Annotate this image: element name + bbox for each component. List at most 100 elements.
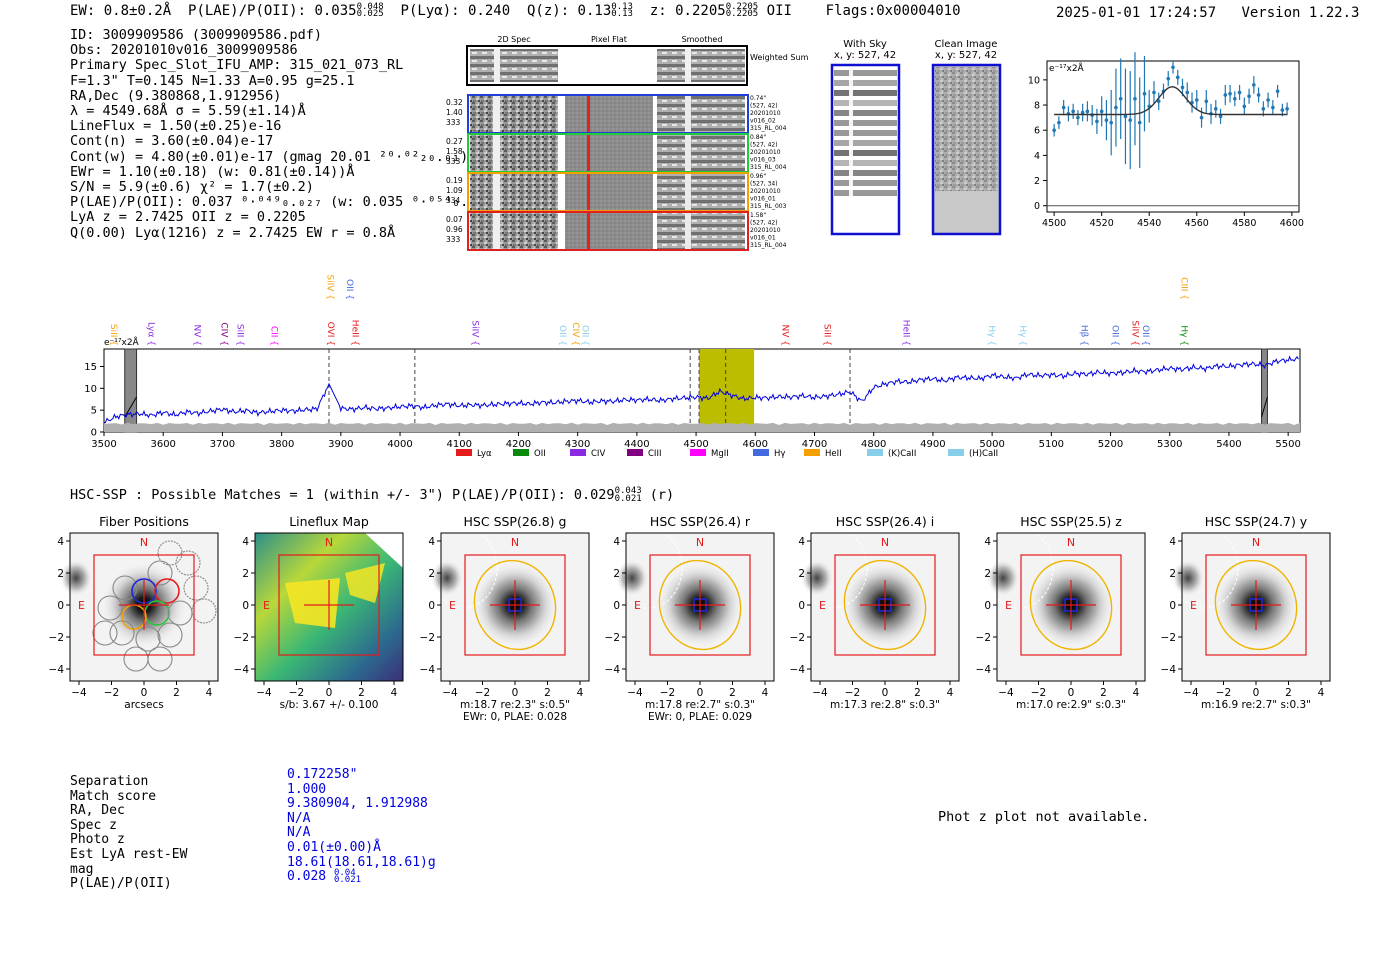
sky-stripe-gap xyxy=(849,80,853,86)
fit-marker xyxy=(1076,115,1080,120)
fit-point xyxy=(1280,103,1285,117)
panel-title: HSC SSP(25.5) z xyxy=(1020,514,1122,529)
panel-ytick-label: 0 xyxy=(613,600,620,612)
lineflux-blob xyxy=(345,563,385,603)
fit-marker xyxy=(1285,107,1289,111)
spec-xtick-label: 3600 xyxy=(150,439,175,450)
legend-item: (K)CaII xyxy=(867,449,916,459)
fit-marker xyxy=(1237,90,1242,95)
image-panel: Fiber Positions N E −4 4 −2 2 0 0 2 −2 4 −4 arcsecs xyxy=(49,514,219,711)
line-mark: SiII { xyxy=(108,324,118,346)
spec-xtick-label: 4200 xyxy=(506,439,531,450)
weighted-sum-label: Weighted Sum xyxy=(750,53,809,62)
header-plae-range: 0.048 0.025 xyxy=(356,2,384,19)
panel-ytick-label: −2 xyxy=(49,632,64,644)
north-label: N xyxy=(511,536,519,549)
row-note: (527, 42) xyxy=(750,142,778,149)
fit-point xyxy=(1199,107,1204,128)
fit-point xyxy=(1266,92,1270,108)
panel-xtick-label: 2 xyxy=(729,687,736,699)
header-timestamp: 2025-01-01 17:24:57 xyxy=(1056,5,1217,21)
row-note: 20201010 xyxy=(750,227,781,234)
neighbor-ellipse xyxy=(1169,527,1239,609)
match-label-specz: Spec z xyxy=(70,817,117,833)
fiber-circle xyxy=(167,600,193,626)
sky-stripe-gap xyxy=(849,150,853,156)
legend-item: (H)CaII xyxy=(948,449,998,459)
match-value-ew: 0.01(±0.00)Å xyxy=(287,839,381,855)
fit-marker xyxy=(1052,128,1056,133)
spec-xtick-label: 5000 xyxy=(979,439,1004,450)
spec-xtick-label: 4000 xyxy=(387,439,412,450)
neighbor-source xyxy=(987,560,1019,596)
info-lya-oii-z: LyA z = 2.7425 OII z = 0.2205 xyxy=(70,209,306,226)
spec-background xyxy=(124,348,1268,433)
fit-point xyxy=(1256,87,1261,103)
panel-xtick-label: 0 xyxy=(697,687,704,699)
fit-point xyxy=(1133,52,1137,146)
line-mark-label: Hγ { xyxy=(986,325,996,346)
info-cont-n: Cont(n) = 3.60(±0.04)e-17 xyxy=(70,133,274,150)
panel-caption: m:17.3 re:2.8" s:0.3" xyxy=(830,699,940,711)
neighbor-ellipse xyxy=(798,527,868,609)
fit-point xyxy=(1071,103,1075,119)
fit-marker xyxy=(1194,98,1199,102)
match-labels: Separation Match score RA, Dec Spec z Ph… xyxy=(70,774,187,892)
panel-caption: m:16.9 re:2.7" s:0.3" xyxy=(1201,699,1311,711)
fit-marker xyxy=(1261,107,1266,111)
north-label: N xyxy=(1067,536,1075,549)
fit-point xyxy=(1161,83,1166,99)
line-mark-label: SiIV { xyxy=(1129,320,1139,346)
target-ellipse xyxy=(1214,559,1298,651)
fit-marker xyxy=(1199,115,1204,120)
hsc-heading: HSC-SSP : Possible Matches = 1 (within +… xyxy=(70,487,674,504)
spec-axes-frame xyxy=(103,348,1301,433)
clean-image-noise xyxy=(935,67,998,191)
header-flags: Flags:0x00004010 xyxy=(825,3,961,19)
line-mark-label: OII { xyxy=(1140,325,1150,346)
fit-marker xyxy=(1228,91,1232,96)
fit-marker xyxy=(1204,99,1209,104)
line-mark-label: OVI { xyxy=(325,322,335,346)
fit-ylabel: e⁻¹⁷x2Å xyxy=(1049,62,1085,74)
fit-point xyxy=(1233,91,1237,107)
fit-ytick-label: 8 xyxy=(1034,101,1040,112)
panel-ytick-label: −4 xyxy=(49,664,65,676)
match-value-radec: 9.380904, 1.912988 xyxy=(287,796,428,812)
line-mark-label: OII { xyxy=(1109,325,1119,346)
panel-background xyxy=(1182,533,1330,681)
panel-frame xyxy=(69,532,219,682)
fit-point xyxy=(1095,108,1099,134)
panel-xtick-label: −2 xyxy=(1216,687,1231,699)
legend-label: OII xyxy=(534,449,546,459)
spec-ytick-label: 5 xyxy=(91,406,97,417)
fit-point xyxy=(1066,106,1071,122)
fit-point xyxy=(1218,108,1223,124)
panel-ytick-label: 2 xyxy=(242,568,249,580)
sky-stripe-gap xyxy=(849,110,853,116)
row-note: 315_RL_003 xyxy=(750,203,787,210)
cutout-smooth-gap xyxy=(685,213,691,249)
fit-marker xyxy=(1161,89,1166,93)
cutout-frame xyxy=(467,133,749,173)
line-mark-label: SiII { xyxy=(822,324,832,346)
fit-point xyxy=(1057,116,1061,129)
fit-point xyxy=(1204,89,1209,113)
weighted-sum-frame xyxy=(466,45,748,86)
east-label: E xyxy=(1190,599,1197,612)
panel-xtick-label: 0 xyxy=(141,687,148,699)
panel-ytick-label: 4 xyxy=(428,536,435,548)
cutout-smooth-gap xyxy=(685,96,691,132)
match-value-photoz: N/A xyxy=(287,825,311,841)
fit-marker xyxy=(1137,120,1142,125)
fit-marker xyxy=(1090,113,1094,117)
fit-marker xyxy=(1223,93,1228,97)
panel-ytick-label: 2 xyxy=(57,568,64,580)
info-plae: P(LAE)/P(OII): 0.037 ⁰·⁰⁴⁹₀.₀₂₇ (w: 0.03… xyxy=(70,194,501,211)
fit-point xyxy=(1076,110,1080,126)
legend-label: (H)CaII xyxy=(969,449,998,459)
legend-label: Hγ xyxy=(774,449,785,459)
fit-point xyxy=(1109,89,1113,156)
line-mark-label: CIV { xyxy=(570,322,580,346)
